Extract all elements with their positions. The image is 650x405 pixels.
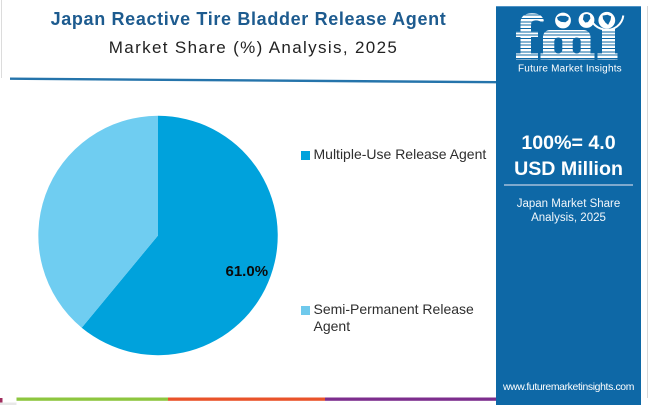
svg-text:Future Market Insights: Future Market Insights	[518, 64, 622, 75]
